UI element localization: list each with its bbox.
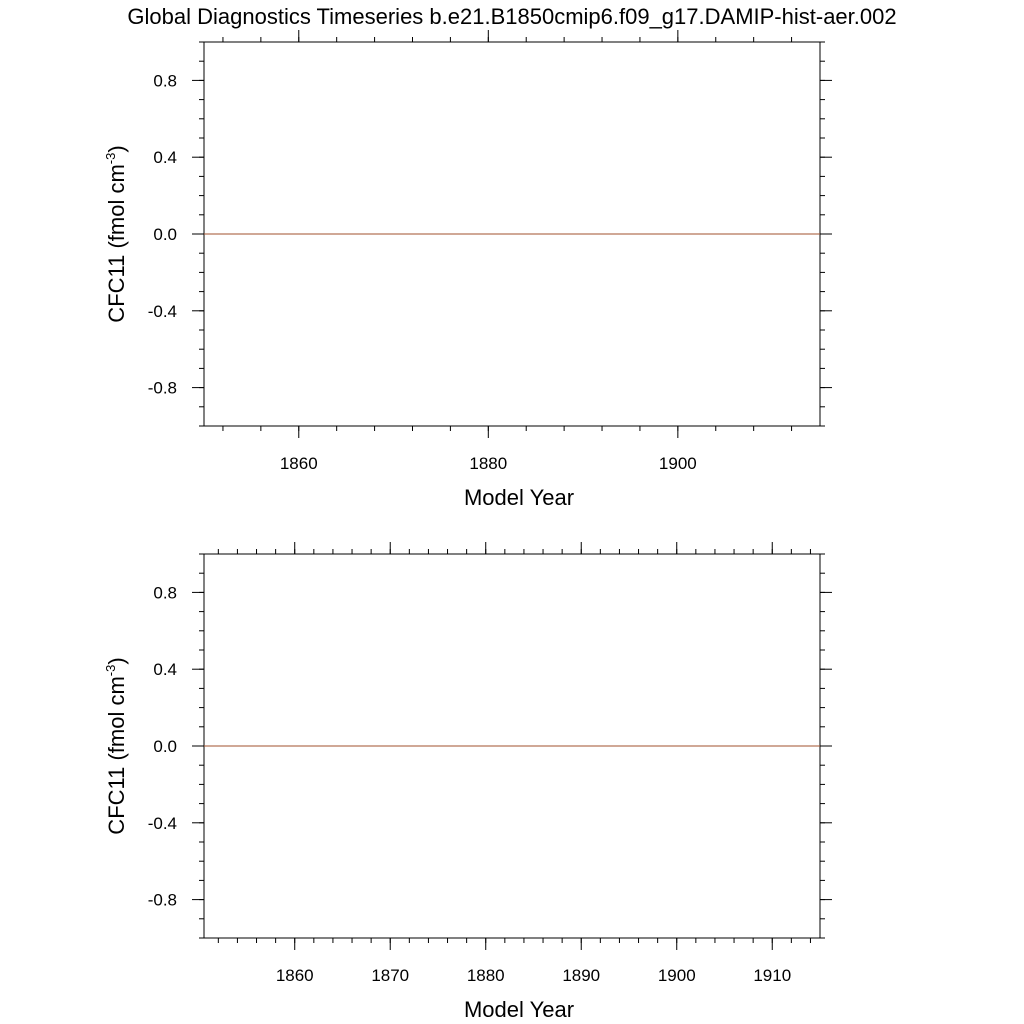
p1-y-tick-label: 0.0 (153, 737, 177, 756)
figure-title: Global Diagnostics Timeseries b.e21.B185… (127, 4, 896, 29)
p0-x-tick-label: 1900 (659, 454, 697, 473)
p1-x-axis-title: Model Year (464, 997, 574, 1022)
p1-y-tick-label: -0.4 (148, 814, 177, 833)
chart-panel-top: 0.8 0.4 0.0 -0.4 -0.8 1860 1880 1900 Model Year C… (103, 30, 832, 510)
p0-x-tick-label: 1860 (280, 454, 318, 473)
p0-y-axis-title: CFC11 (fmol cm-3) (103, 145, 129, 322)
p1-x-tick-label: 1910 (753, 966, 791, 985)
p0-y-tick-label: -0.4 (148, 302, 177, 321)
p0-x-tick-label: 1880 (469, 454, 507, 473)
p1-y-tick-label: 0.8 (153, 583, 177, 602)
p0-x-axis-title: Model Year (464, 485, 574, 510)
p0-y-tick-label: -0.8 (148, 379, 177, 398)
p1-x-tick-label: 1880 (467, 966, 505, 985)
p1-y-tick-label: -0.8 (148, 891, 177, 910)
p1-x-tick-label: 1870 (371, 966, 409, 985)
p1-x-tick-label: 1890 (562, 966, 600, 985)
p1-x-tick-label: 1900 (658, 966, 696, 985)
p0-y-tick-label: 0.0 (153, 225, 177, 244)
p0-y-tick-label: 0.8 (153, 71, 177, 90)
p1-x-tick-label: 1860 (276, 966, 314, 985)
p1-y-tick-label: 0.4 (153, 660, 177, 679)
chart-panel-bottom: 0.8 0.4 0.0 -0.4 -0.8 1860 1870 1880 1890 1900 191… (103, 542, 832, 1022)
p1-y-axis-title: CFC11 (fmol cm-3) (103, 657, 129, 834)
p0-y-tick-label: 0.4 (153, 148, 177, 167)
